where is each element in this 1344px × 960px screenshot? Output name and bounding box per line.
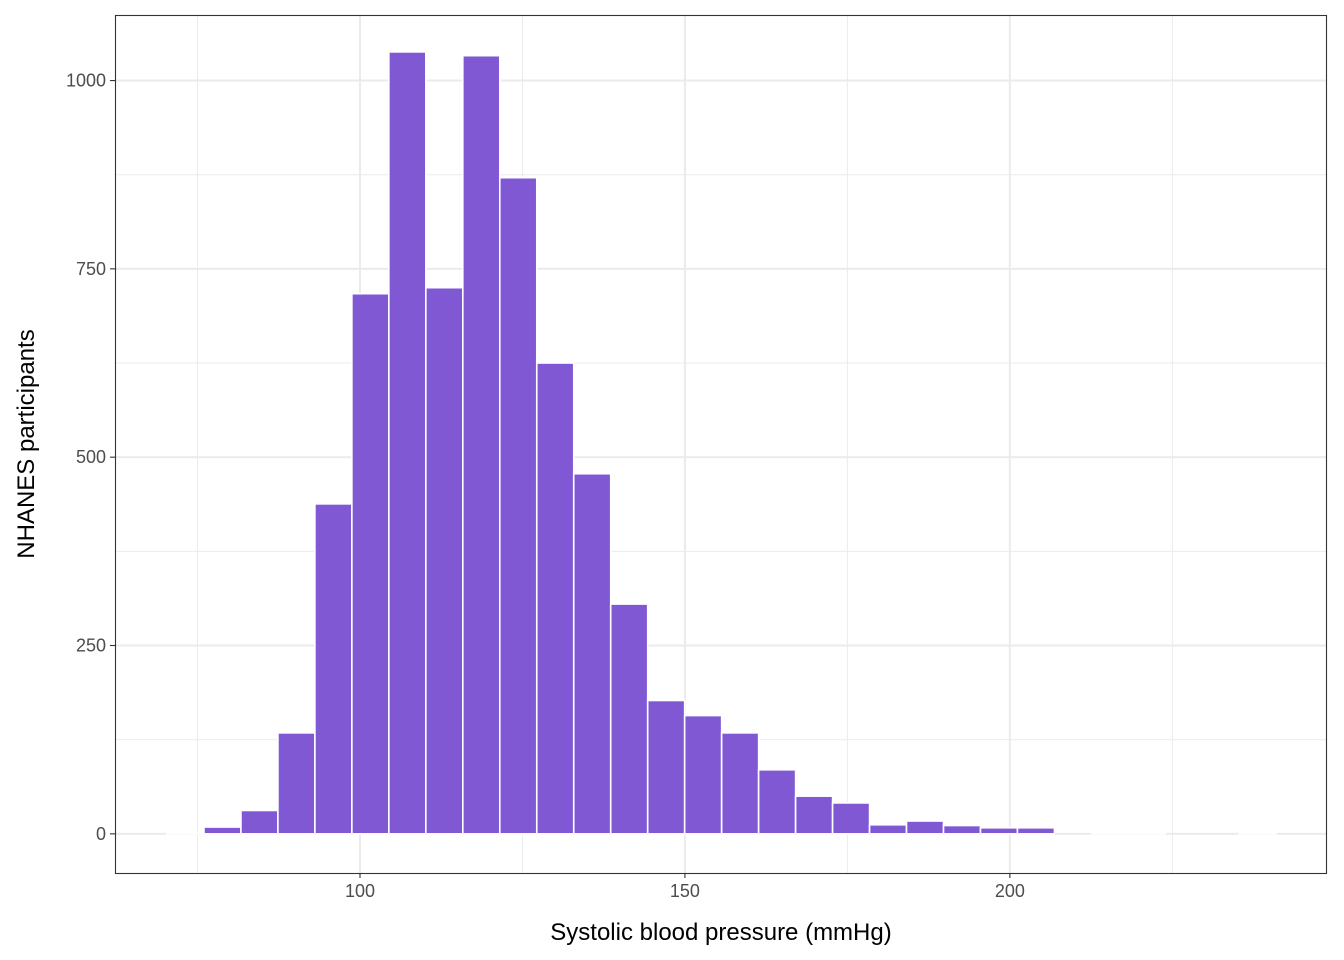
histogram-bar: [166, 832, 205, 835]
x-axis-label: Systolic blood pressure (mmHg): [550, 919, 891, 946]
histogram-bar: [905, 820, 945, 835]
histogram-bar: [609, 603, 649, 835]
x-tick-label: 100: [345, 881, 375, 901]
x-tick-label: 150: [670, 881, 700, 901]
bars: [166, 51, 1278, 835]
panel-border: [114, 14, 1328, 875]
histogram-bar: [572, 472, 612, 835]
histogram-bar: [1127, 832, 1167, 835]
histogram-bar: [720, 732, 760, 835]
histogram-bar: [240, 809, 279, 835]
histogram-bar: [203, 826, 242, 835]
histogram-bar: [646, 699, 686, 835]
y-tick-label: 250: [76, 636, 106, 656]
histogram-bar: [942, 824, 982, 835]
histogram-bar: [277, 732, 316, 835]
histogram-bar: [498, 176, 538, 835]
histogram-bar: [683, 714, 723, 835]
histogram-bar: [314, 503, 353, 835]
y-tick-label: 500: [76, 447, 106, 467]
histogram-bar: [757, 768, 797, 835]
histogram-bar: [1238, 831, 1278, 835]
histogram-bar: [868, 823, 908, 835]
histogram-bar: [1016, 827, 1056, 835]
y-tick-label: 1000: [66, 71, 106, 91]
histogram-bar: [425, 286, 464, 835]
x-tick-label: 200: [995, 881, 1025, 901]
y-axis-label: NHANES participants: [13, 329, 40, 558]
histogram-bar: [1090, 832, 1130, 835]
y-tick-label: 750: [76, 259, 106, 279]
histogram-bar: [462, 54, 501, 835]
histogram-bar: [388, 51, 427, 835]
axes: 100 150 200 0 250 500 750 1000: [66, 71, 1025, 901]
histogram-bar: [535, 362, 575, 835]
histogram-bar: [831, 802, 871, 835]
histogram-bar: [979, 827, 1019, 835]
y-tick-label: 0: [96, 824, 106, 844]
histogram-bar: [794, 795, 834, 835]
histogram-bar: [351, 292, 390, 835]
